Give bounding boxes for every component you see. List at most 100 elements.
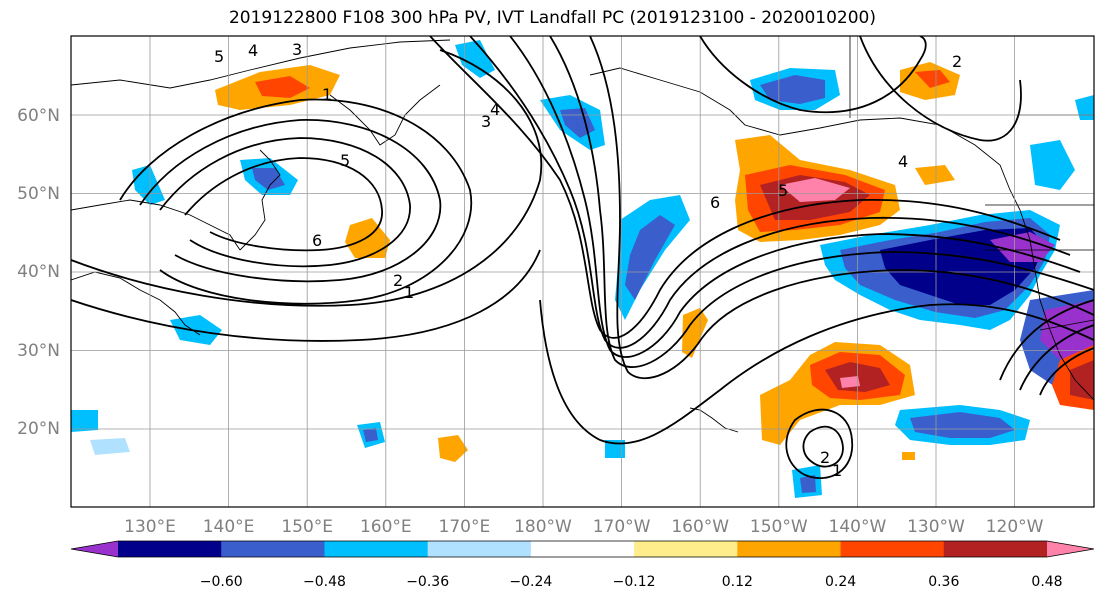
contour-label: 4 bbox=[248, 41, 258, 60]
shade-canada-light bbox=[1030, 140, 1075, 190]
shade-gulf-pink bbox=[780, 178, 850, 202]
colorbar-cell bbox=[427, 541, 532, 557]
coastline-alaska bbox=[589, 67, 1021, 211]
shade-canada-edge bbox=[1075, 95, 1094, 120]
contour-label: 1 bbox=[404, 283, 414, 302]
contour-ring-4 bbox=[184, 157, 383, 252]
colorbar-tick-label: −0.24 bbox=[509, 574, 552, 590]
shade-ne-pacific-core bbox=[990, 232, 1055, 262]
shade-arctic-light bbox=[455, 40, 495, 78]
colorbar-tick-label: 0.48 bbox=[1031, 574, 1062, 590]
colorbar-tick-label: 0.12 bbox=[722, 574, 753, 590]
shade-trough-mid bbox=[625, 215, 675, 300]
contour-label: 6 bbox=[312, 231, 322, 250]
lon-label: 160°W bbox=[671, 517, 729, 537]
lat-label: 30°N bbox=[17, 341, 60, 361]
contour-outer-south bbox=[71, 249, 541, 342]
contour-subtropic-low-inner bbox=[802, 426, 844, 468]
contour-trough-1 bbox=[429, 36, 1061, 339]
colorbar-tick-label: −0.60 bbox=[200, 574, 243, 590]
shade-aleutian-mid bbox=[560, 108, 595, 138]
colorbar-outline bbox=[70, 540, 1095, 558]
colorbar-tick-label: −0.48 bbox=[303, 574, 346, 590]
contour-canada bbox=[859, 36, 1022, 142]
contour-subtropic-low-outer bbox=[785, 408, 853, 479]
contour-trough-6 bbox=[539, 299, 1094, 445]
contour-ring-1 bbox=[119, 98, 473, 305]
lon-label: 160°E bbox=[360, 517, 412, 537]
figure-title: 2019122800 F108 300 hPa PV, IVT Landfall… bbox=[228, 8, 876, 28]
colorbar-cell bbox=[324, 541, 429, 557]
shade-south-mid bbox=[800, 475, 816, 493]
pv-contours bbox=[71, 36, 1094, 479]
colorbar-tick-label: 0.36 bbox=[928, 574, 959, 590]
lon-label: 140°W bbox=[829, 517, 887, 537]
shade-canada-red bbox=[915, 70, 950, 88]
contour-label: 3 bbox=[292, 40, 302, 59]
coastline-west-coast bbox=[1019, 209, 1094, 401]
colorbar-cells bbox=[71, 541, 1094, 557]
lon-label: 170°W bbox=[593, 517, 651, 537]
contour-ring-3 bbox=[159, 137, 411, 268]
contour-alaska bbox=[699, 36, 927, 114]
lon-label: 180°W bbox=[514, 517, 572, 537]
contour-trough-3 bbox=[509, 36, 1081, 358]
lon-label: 120°W bbox=[986, 517, 1044, 537]
coastline-siberia bbox=[71, 39, 451, 89]
lon-label: 150°W bbox=[750, 517, 808, 537]
colorbar-cell bbox=[737, 541, 842, 557]
shade-west-pale bbox=[90, 438, 130, 455]
contour-label: 5 bbox=[340, 151, 350, 170]
border-us-mexico bbox=[1039, 319, 1094, 331]
lat-labels: 60°N 50°N 40°N 30°N 20°N bbox=[17, 106, 60, 439]
lon-label: 130°W bbox=[907, 517, 965, 537]
colorbar-tick-label: 0.24 bbox=[825, 574, 856, 590]
colorbar-cell bbox=[840, 541, 945, 557]
shade-tropics-orange bbox=[438, 435, 468, 462]
shade-subtropic-pink bbox=[840, 376, 860, 388]
shade-hawaii-orange bbox=[902, 452, 915, 460]
contour-se-1 bbox=[999, 299, 1094, 381]
contour-label: 2 bbox=[820, 448, 830, 467]
shade-central-orange bbox=[682, 308, 708, 358]
contour-label: 6 bbox=[710, 193, 720, 212]
contour-trough-5 bbox=[589, 36, 1094, 380]
colorbar-extend-min bbox=[71, 541, 118, 557]
shade-se-core bbox=[1040, 300, 1094, 360]
contour-label: 4 bbox=[898, 152, 908, 171]
contour-label: 1 bbox=[322, 85, 332, 104]
contour-label: 4 bbox=[490, 100, 500, 119]
colorbar-cell bbox=[634, 541, 738, 557]
lat-label: 40°N bbox=[17, 262, 60, 282]
colorbar-labels: −0.60 −0.48 −0.36 −0.24 −0.12 0.12 0.24 0.36 0.4… bbox=[200, 574, 1063, 590]
contour-label: 1 bbox=[832, 461, 842, 480]
colorbar-cell bbox=[530, 541, 635, 557]
colorbar-cell bbox=[943, 541, 1048, 557]
contour-trough-4 bbox=[549, 36, 1094, 368]
colorbar: −0.60 −0.48 −0.36 −0.24 −0.12 0.12 0.24 0.36 0.4… bbox=[70, 540, 1095, 590]
contour-ring-2 bbox=[139, 119, 442, 283]
coastline-kamchatka bbox=[329, 84, 441, 146]
colorbar-cell bbox=[221, 541, 325, 557]
contour-label: 2 bbox=[393, 271, 403, 290]
colorbar-tick-label: −0.36 bbox=[406, 574, 449, 590]
lon-label: 130°E bbox=[124, 517, 176, 537]
shade-west-edge bbox=[71, 410, 98, 432]
shade-okhotsk-red bbox=[255, 76, 310, 98]
map-frame bbox=[70, 35, 1095, 508]
shade-tropics-mid bbox=[363, 428, 378, 442]
map-panel: 5 4 3 1 5 6 2 1 4 3 6 5 2 4 2 1 bbox=[70, 35, 1095, 508]
shade-japan-mid bbox=[252, 168, 285, 190]
contour-label-layer: 5 4 3 1 5 6 2 1 4 3 6 5 2 4 2 1 bbox=[214, 40, 962, 480]
colorbar-tick-label: −0.12 bbox=[613, 574, 656, 590]
contour-label: 2 bbox=[952, 52, 962, 71]
shade-hawaii-light bbox=[605, 440, 625, 458]
contour-label: 3 bbox=[481, 112, 491, 131]
ivt-shading bbox=[71, 40, 1094, 498]
coastlines bbox=[71, 39, 1094, 433]
shade-se-darkred bbox=[1070, 360, 1094, 400]
shade-bering-mid bbox=[760, 75, 825, 104]
contour-trough-2 bbox=[469, 36, 1071, 349]
contour-se-2 bbox=[1019, 324, 1094, 391]
